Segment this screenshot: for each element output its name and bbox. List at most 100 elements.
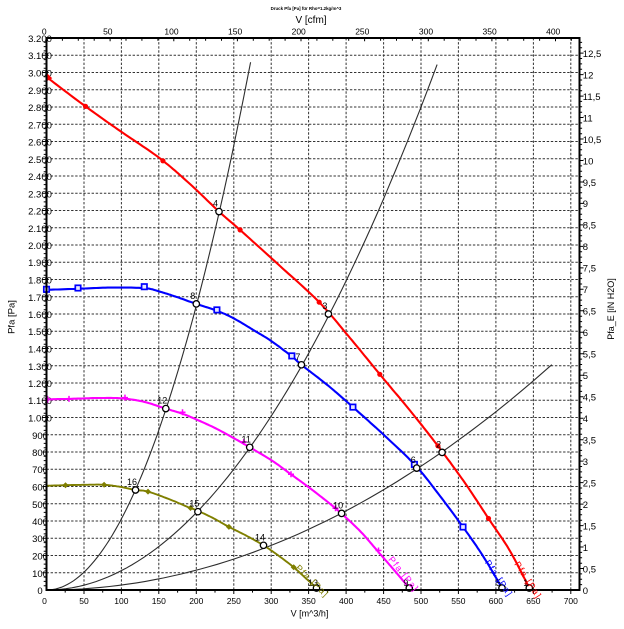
svg-text:300: 300 xyxy=(264,596,278,606)
svg-text:1,5: 1,5 xyxy=(583,521,596,532)
svg-text:2.200: 2.200 xyxy=(28,207,52,218)
svg-text:450: 450 xyxy=(377,596,391,606)
svg-text:2: 2 xyxy=(436,439,441,449)
svg-text:0: 0 xyxy=(583,586,588,597)
svg-text:2.500: 2.500 xyxy=(28,155,52,166)
svg-text:1.100: 1.100 xyxy=(28,396,52,407)
svg-text:7: 7 xyxy=(295,352,300,362)
svg-text:3: 3 xyxy=(322,301,327,311)
svg-text:Druck Pfa [Pa] für Rho=1.2kg/m: Druck Pfa [Pa] für Rho=1.2kg/m^3 xyxy=(271,6,342,11)
svg-text:250: 250 xyxy=(227,596,241,606)
svg-text:2.700: 2.700 xyxy=(28,120,52,131)
svg-text:1.500: 1.500 xyxy=(28,327,52,338)
svg-text:12: 12 xyxy=(157,396,167,406)
svg-text:500: 500 xyxy=(414,596,428,606)
svg-text:1.700: 1.700 xyxy=(28,293,52,304)
svg-text:14: 14 xyxy=(255,532,265,542)
svg-text:400: 400 xyxy=(546,27,560,37)
svg-text:600: 600 xyxy=(32,483,48,494)
svg-text:500: 500 xyxy=(32,500,48,511)
svg-text:300: 300 xyxy=(32,534,48,545)
svg-text:11: 11 xyxy=(242,434,251,444)
svg-text:1.300: 1.300 xyxy=(28,362,52,373)
svg-text:2.900: 2.900 xyxy=(28,86,52,97)
svg-text:Pfa [Pa]: Pfa [Pa] xyxy=(7,300,18,334)
svg-text:700: 700 xyxy=(32,465,48,476)
svg-text:550: 550 xyxy=(451,596,465,606)
svg-text:11: 11 xyxy=(583,113,593,124)
svg-text:1: 1 xyxy=(523,578,528,588)
svg-text:7,5: 7,5 xyxy=(583,264,596,275)
svg-text:2.300: 2.300 xyxy=(28,189,52,200)
svg-text:1.200: 1.200 xyxy=(28,379,52,390)
svg-text:2.000: 2.000 xyxy=(28,241,52,252)
svg-text:0: 0 xyxy=(37,586,42,597)
svg-text:1.400: 1.400 xyxy=(28,345,52,356)
svg-text:13: 13 xyxy=(308,578,318,588)
svg-text:400: 400 xyxy=(32,517,48,528)
svg-text:10: 10 xyxy=(583,156,594,167)
svg-text:4: 4 xyxy=(583,414,588,425)
svg-text:8: 8 xyxy=(583,242,588,253)
svg-text:10,5: 10,5 xyxy=(583,135,602,146)
svg-text:5,5: 5,5 xyxy=(583,350,596,361)
svg-text:V [m^3/h]: V [m^3/h] xyxy=(291,609,329,619)
svg-text:800: 800 xyxy=(32,448,48,459)
svg-text:1: 1 xyxy=(583,543,588,554)
svg-text:4,5: 4,5 xyxy=(583,393,596,404)
svg-text:50: 50 xyxy=(79,596,89,606)
svg-text:300: 300 xyxy=(419,27,433,37)
svg-text:4: 4 xyxy=(213,199,218,209)
svg-text:100: 100 xyxy=(114,596,128,606)
svg-text:5: 5 xyxy=(583,371,588,382)
svg-text:0,5: 0,5 xyxy=(583,564,596,575)
svg-text:9: 9 xyxy=(403,578,408,588)
svg-text:Pfa_E [iN H2O]: Pfa_E [iN H2O] xyxy=(606,278,616,340)
svg-text:5: 5 xyxy=(496,578,501,588)
svg-text:3,5: 3,5 xyxy=(583,436,596,447)
svg-text:2.600: 2.600 xyxy=(28,138,52,149)
svg-text:150: 150 xyxy=(228,27,242,37)
svg-text:100: 100 xyxy=(32,569,48,580)
svg-text:11,5: 11,5 xyxy=(583,92,601,103)
svg-text:9: 9 xyxy=(583,199,588,210)
svg-text:0: 0 xyxy=(42,596,47,606)
svg-text:16: 16 xyxy=(127,477,137,487)
svg-text:10: 10 xyxy=(333,500,343,510)
svg-text:2: 2 xyxy=(583,500,588,511)
svg-text:0: 0 xyxy=(42,27,47,37)
svg-text:6: 6 xyxy=(583,328,588,339)
svg-text:3: 3 xyxy=(583,457,588,468)
svg-text:8,5: 8,5 xyxy=(583,221,596,232)
svg-text:2,5: 2,5 xyxy=(583,478,596,489)
svg-text:2.100: 2.100 xyxy=(28,224,52,235)
svg-text:900: 900 xyxy=(32,431,48,442)
svg-text:3.100: 3.100 xyxy=(28,51,52,62)
svg-text:150: 150 xyxy=(152,596,166,606)
svg-text:350: 350 xyxy=(483,27,497,37)
svg-text:100: 100 xyxy=(164,27,178,37)
svg-text:650: 650 xyxy=(526,596,540,606)
svg-text:12: 12 xyxy=(583,70,594,81)
svg-text:8: 8 xyxy=(190,291,195,301)
svg-text:1.900: 1.900 xyxy=(28,258,52,269)
svg-text:7: 7 xyxy=(583,285,588,296)
svg-text:200: 200 xyxy=(189,596,203,606)
svg-text:V [cfm]: V [cfm] xyxy=(295,15,326,26)
svg-text:1.800: 1.800 xyxy=(28,276,52,287)
svg-text:50: 50 xyxy=(103,27,113,37)
svg-text:15: 15 xyxy=(189,499,199,509)
svg-text:350: 350 xyxy=(302,596,316,606)
svg-text:1.000: 1.000 xyxy=(28,414,52,425)
svg-text:2.800: 2.800 xyxy=(28,103,52,114)
svg-text:9,5: 9,5 xyxy=(583,178,596,189)
svg-text:1.600: 1.600 xyxy=(28,310,52,321)
svg-text:2.400: 2.400 xyxy=(28,172,52,183)
svg-text:12,5: 12,5 xyxy=(583,49,602,60)
svg-text:3.000: 3.000 xyxy=(28,69,52,80)
svg-text:400: 400 xyxy=(339,596,353,606)
svg-text:600: 600 xyxy=(489,596,503,606)
svg-text:250: 250 xyxy=(355,27,369,37)
svg-text:6: 6 xyxy=(411,455,416,465)
svg-text:700: 700 xyxy=(564,596,578,606)
